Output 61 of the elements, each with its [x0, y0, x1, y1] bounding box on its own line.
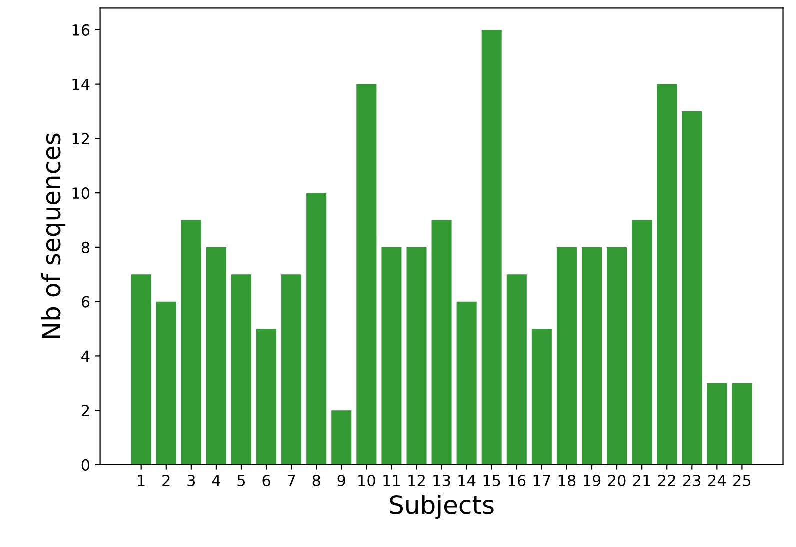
bar [131, 274, 152, 465]
x-tick-label: 6 [262, 474, 270, 486]
y-tick-label: 0 [82, 459, 90, 471]
x-tick-label: 7 [288, 475, 296, 486]
x-tick-label: 25 [734, 474, 751, 486]
bar [156, 302, 176, 465]
bar [707, 383, 728, 465]
bar [356, 84, 377, 465]
bar [482, 30, 502, 465]
x-tick-label: 14 [458, 475, 476, 486]
x-tick-label: 12 [408, 474, 425, 486]
y-tick-label: 6 [82, 296, 90, 308]
bar [506, 274, 527, 465]
x-tick-label: 13 [434, 474, 450, 486]
x-tick-label: 17 [534, 475, 550, 486]
x-tick-label: 23 [684, 474, 701, 486]
bar [256, 329, 277, 465]
bar [231, 274, 252, 465]
y-tick-label: 12 [72, 133, 90, 145]
x-tick-label: 4 [212, 475, 220, 486]
bar [206, 247, 226, 465]
x-tick-label: 1 [138, 475, 145, 486]
x-tick-label: 10 [358, 474, 376, 486]
x-tick-label: 21 [633, 474, 650, 486]
x-tick-label: 2 [162, 474, 170, 486]
bar [657, 84, 678, 465]
x-tick-label: 3 [188, 474, 196, 486]
bar [332, 410, 352, 465]
bar [432, 220, 452, 465]
x-tick-label: 16 [508, 474, 526, 486]
bar [732, 383, 752, 465]
bar [282, 274, 302, 465]
bar [406, 247, 427, 465]
x-tick-label: 24 [708, 474, 726, 486]
y-tick-label: 8 [82, 242, 90, 254]
bar [532, 329, 552, 465]
x-tick-label: 15 [484, 475, 500, 486]
y-axis-title: Nb of sequences [41, 134, 66, 338]
bar [181, 220, 202, 465]
x-axis-title: Subjects [390, 495, 494, 520]
x-tick-label: 22 [658, 474, 676, 486]
x-tick-label: 11 [384, 475, 400, 486]
bar [306, 193, 327, 465]
x-tick-label: 20 [608, 474, 626, 486]
y-tick-label: 16 [72, 24, 90, 36]
y-tick-label: 10 [72, 188, 90, 200]
x-tick-label: 19 [584, 474, 601, 486]
x-tick-label: 8 [312, 474, 320, 486]
bar [607, 247, 628, 465]
bar [456, 302, 477, 465]
x-tick-label: 9 [338, 474, 346, 486]
x-tick-label: 18 [558, 474, 576, 486]
x-tick-label: 5 [238, 475, 246, 486]
bar [382, 247, 402, 465]
bar [556, 247, 577, 465]
bar [682, 112, 702, 465]
bar [632, 220, 652, 465]
bar [582, 247, 602, 465]
y-tick-label: 14 [72, 78, 90, 90]
y-tick-label: 4 [82, 350, 90, 362]
y-tick-label: 2 [82, 405, 90, 416]
